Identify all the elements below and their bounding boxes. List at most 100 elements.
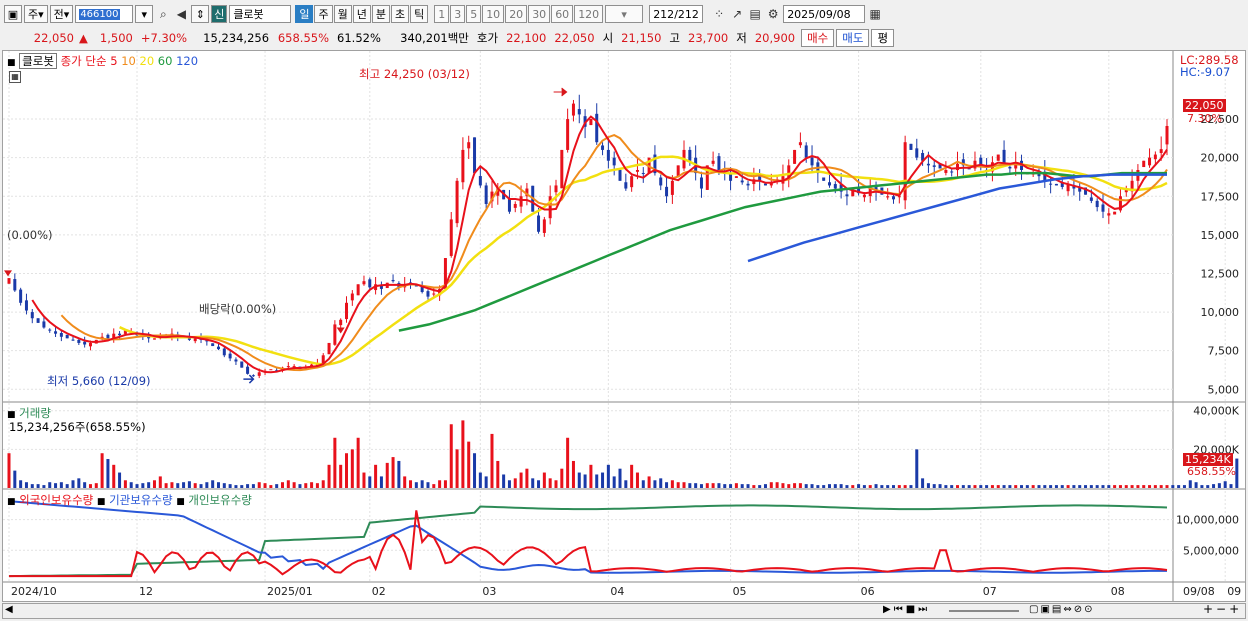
individual-holding-line: [8, 504, 1168, 578]
count-field[interactable]: 212/212: [649, 5, 704, 23]
volume-bar: [1148, 485, 1152, 488]
volume-bar: [484, 476, 488, 488]
buy-button[interactable]: 매수: [801, 29, 835, 47]
interval-1[interactable]: 1: [434, 5, 450, 23]
candle-body: [676, 165, 680, 177]
code-dropdown-icon[interactable]: ▾: [135, 5, 154, 23]
gear-icon[interactable]: ⚙: [767, 7, 779, 21]
zoom-slider[interactable]: [949, 610, 1019, 612]
speaker-icon[interactable]: ◀: [176, 7, 186, 21]
volume-bar: [257, 482, 261, 488]
volume-bar: [1194, 482, 1198, 488]
sell-button[interactable]: 매도: [836, 29, 870, 47]
candle-body: [1054, 183, 1058, 186]
volume-bar: [595, 474, 599, 488]
tab-6[interactable]: 틱: [410, 5, 429, 23]
candle-body: [653, 154, 657, 174]
candle-body: [973, 160, 977, 169]
window-icon[interactable]: ▣: [4, 5, 22, 23]
volume-bar: [1165, 485, 1169, 488]
tab-1[interactable]: 주: [314, 5, 333, 23]
candle-body: [967, 168, 971, 170]
volume-bar: [979, 485, 983, 488]
volume-bar: [129, 482, 133, 488]
period-select[interactable]: 주 ▾: [24, 5, 48, 23]
candle-body: [915, 148, 919, 158]
current-pct-tag: 7.30%: [1187, 112, 1222, 125]
volume-bar: [810, 484, 814, 488]
x-tick-label: 08: [1111, 585, 1125, 598]
candle-body: [851, 190, 855, 197]
zoom-controls[interactable]: +−+: [1203, 602, 1243, 616]
scroll-left-icon[interactable]: ◀: [5, 604, 13, 615]
holding-dot-icon-3: ■: [176, 497, 185, 507]
interval-10[interactable]: 10: [482, 5, 505, 23]
candle-body: [938, 163, 942, 169]
playback-controls[interactable]: ▶⏮■⏭: [883, 604, 931, 615]
interval-60[interactable]: 60: [551, 5, 574, 23]
volume-bar: [100, 453, 104, 488]
candle-body: [240, 361, 244, 368]
candle-body: [1095, 200, 1099, 208]
candle-body: [601, 145, 605, 150]
overlay-icon[interactable]: ⁘: [714, 7, 725, 21]
holding-institution: 기관보유수량: [109, 493, 173, 507]
grid-toggle-icon[interactable]: ▦: [9, 71, 21, 83]
foreign-holding-line: [9, 510, 1168, 578]
interval-3[interactable]: 3: [450, 5, 466, 23]
candle-body: [490, 191, 494, 202]
calendar-icon[interactable]: ▦: [869, 7, 881, 21]
legend-stock-name[interactable]: 클로봇: [19, 53, 57, 69]
candle-body: [699, 177, 703, 189]
interval-120[interactable]: 120: [574, 5, 604, 23]
volume-bar: [83, 482, 87, 488]
volume-bar: [886, 485, 890, 488]
volume-bar: [182, 482, 186, 488]
candle-body: [1165, 125, 1169, 145]
tab-5[interactable]: 초: [390, 5, 410, 23]
interval-5[interactable]: 5: [466, 5, 482, 23]
prev-select[interactable]: 전 ▾: [49, 5, 74, 23]
volume-bar: [1159, 485, 1163, 488]
candle-body: [478, 176, 482, 186]
volume-legend: ■ 거래량: [7, 405, 51, 421]
stock-name-field[interactable]: 클로봇: [229, 5, 292, 23]
volume-bar: [269, 485, 273, 488]
save-icon[interactable]: ▤: [749, 7, 761, 21]
eval-button[interactable]: 평: [871, 29, 895, 47]
volume-bar: [473, 453, 477, 488]
interval-30[interactable]: 30: [528, 5, 551, 23]
interval-20[interactable]: 20: [505, 5, 528, 23]
candle-body: [729, 173, 733, 181]
interval-dropdown[interactable]: ▾: [605, 5, 644, 23]
volume-bar: [839, 484, 843, 488]
stepper-icon[interactable]: ⇕: [191, 5, 210, 23]
date-field[interactable]: 2025/09/08: [783, 5, 866, 23]
low-price: 20,900: [754, 31, 796, 45]
volume-bar: [1177, 485, 1181, 488]
draw-icon[interactable]: ↗: [732, 7, 743, 21]
tab-4[interactable]: 분: [371, 5, 390, 23]
candle-body: [467, 142, 471, 149]
candle-body: [624, 182, 628, 189]
view-tools[interactable]: ▢▣▤⇔⊘⊙: [1029, 604, 1095, 615]
volume-bar: [7, 453, 11, 488]
volume-bar: [729, 484, 733, 488]
candle-body: [1002, 149, 1006, 164]
tab-0[interactable]: 일: [295, 5, 314, 23]
candle-body: [228, 353, 232, 359]
volume-bar: [507, 480, 511, 488]
high-marker-icon: [553, 87, 568, 97]
volume-bar: [944, 485, 948, 488]
volume-bar: [705, 483, 709, 488]
tab-2[interactable]: 월: [333, 5, 352, 23]
stock-code-input[interactable]: 466100: [75, 5, 134, 23]
dividend-annotation: 배당락(0.00%): [199, 302, 277, 316]
chart-area[interactable]: 5,000 7,500 10,000 12,500 15,000 17,500 20,000…: [2, 50, 1246, 602]
tab-3[interactable]: 년: [352, 5, 371, 23]
search-icon[interactable]: ⌕: [159, 6, 167, 21]
ask-price: 22,100: [506, 31, 547, 45]
candle-body: [54, 331, 58, 334]
scroll-bar[interactable]: ◀ ▶⏮■⏭ ▢▣▤⇔⊘⊙ +−+: [2, 602, 1246, 619]
chart-svg[interactable]: 5,000 7,500 10,000 12,500 15,000 17,500 20,000…: [3, 51, 1245, 601]
